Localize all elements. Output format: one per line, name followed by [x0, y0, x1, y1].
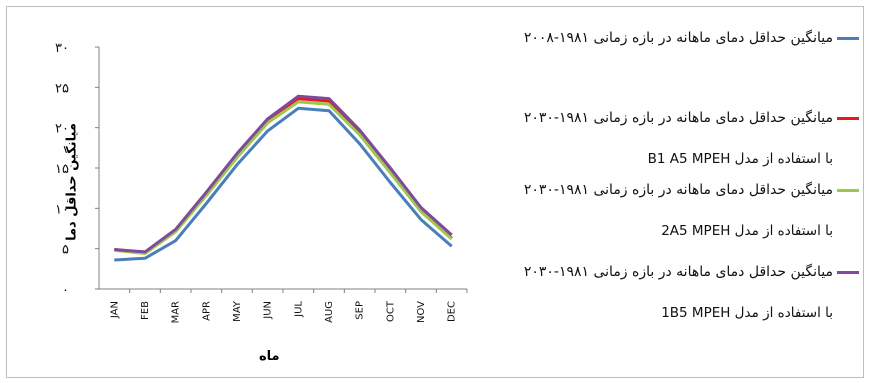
series-line-3 [114, 100, 453, 255]
legend-label-1: میانگین حداقل دمای ماهانه در بازه زمانی … [523, 30, 833, 46]
legend-label-4: میانگین حداقل دمای ماهانه در بازه زمانی … [523, 264, 833, 280]
legend-item-2: میانگین حداقل دمای ماهانه در بازه زمانی … [433, 109, 859, 169]
legend-swatch-2 [837, 117, 859, 120]
chart-frame: ۰ ۵ ۱۰ ۱۵ ۲۰ ۲۵ ۳۰ JAN FEB MAR APR MAY JUN JUL AUG SEP… [6, 6, 864, 378]
y-tick-label: ۲۵ [55, 81, 69, 96]
x-tick-label-feb: FEB [140, 301, 151, 320]
x-tick-label-dec: DEC [447, 301, 458, 322]
y-tick-label: ۲۰ [55, 122, 69, 137]
legend-model-4: با استفاده از مدل 1B5 MPEH [661, 305, 833, 321]
legend-item-4: میانگین حداقل دمای ماهانه در بازه زمانی … [433, 263, 859, 323]
x-tick-label-apr: APR [201, 301, 212, 321]
x-tick-label-may: MAY [232, 300, 243, 322]
x-tick-label-sep: SEP [355, 301, 366, 320]
series-line-4 [114, 94, 453, 254]
legend-item-3: میانگین حداقل دمای ماهانه در بازه زمانی … [433, 181, 859, 241]
legend-model-3: با استفاده از مدل 2A5 MPEH [661, 223, 833, 239]
legend-swatch-3 [837, 189, 859, 192]
legend-label-3: میانگین حداقل دمای ماهانه در بازه زمانی … [523, 182, 833, 198]
y-tick-label: ۱۰ [55, 202, 69, 217]
x-tick-label-jan: JAN [109, 301, 120, 319]
x-tick-label-oct: OCT [385, 300, 396, 322]
y-axis-label: میانگین حداقل دما [64, 123, 80, 241]
line-chart: ۰ ۵ ۱۰ ۱۵ ۲۰ ۲۵ ۳۰ JAN FEB MAR APR MAY JUN JUL AUG SEP… [55, 41, 468, 323]
y-tick-label: ۳۰ [55, 41, 69, 56]
x-tick-label-jun: JUN [263, 301, 274, 320]
x-axis-label: ماه [259, 349, 280, 364]
y-tick-label: ۰ [62, 283, 69, 298]
x-tick-label-jul: JUL [293, 301, 304, 318]
x-tick-label-aug: AUG [324, 301, 335, 323]
y-tick-label: ۱۵ [55, 162, 69, 177]
series-line-2 [114, 97, 453, 255]
legend-swatch-4 [837, 271, 859, 274]
legend-item-1: میانگین حداقل دمای ماهانه در بازه زمانی … [433, 29, 859, 79]
legend-swatch-1 [837, 37, 859, 40]
x-tick-label-mar: MAR [171, 301, 182, 323]
series-line-1 [114, 106, 453, 262]
x-tick-label-nov: NOV [416, 301, 427, 323]
legend-model-2: با استفاده از مدل B1 A5 MPEH [647, 151, 833, 167]
y-tick-label: ۵ [62, 243, 69, 258]
legend-label-2: میانگین حداقل دمای ماهانه در بازه زمانی … [523, 110, 833, 126]
